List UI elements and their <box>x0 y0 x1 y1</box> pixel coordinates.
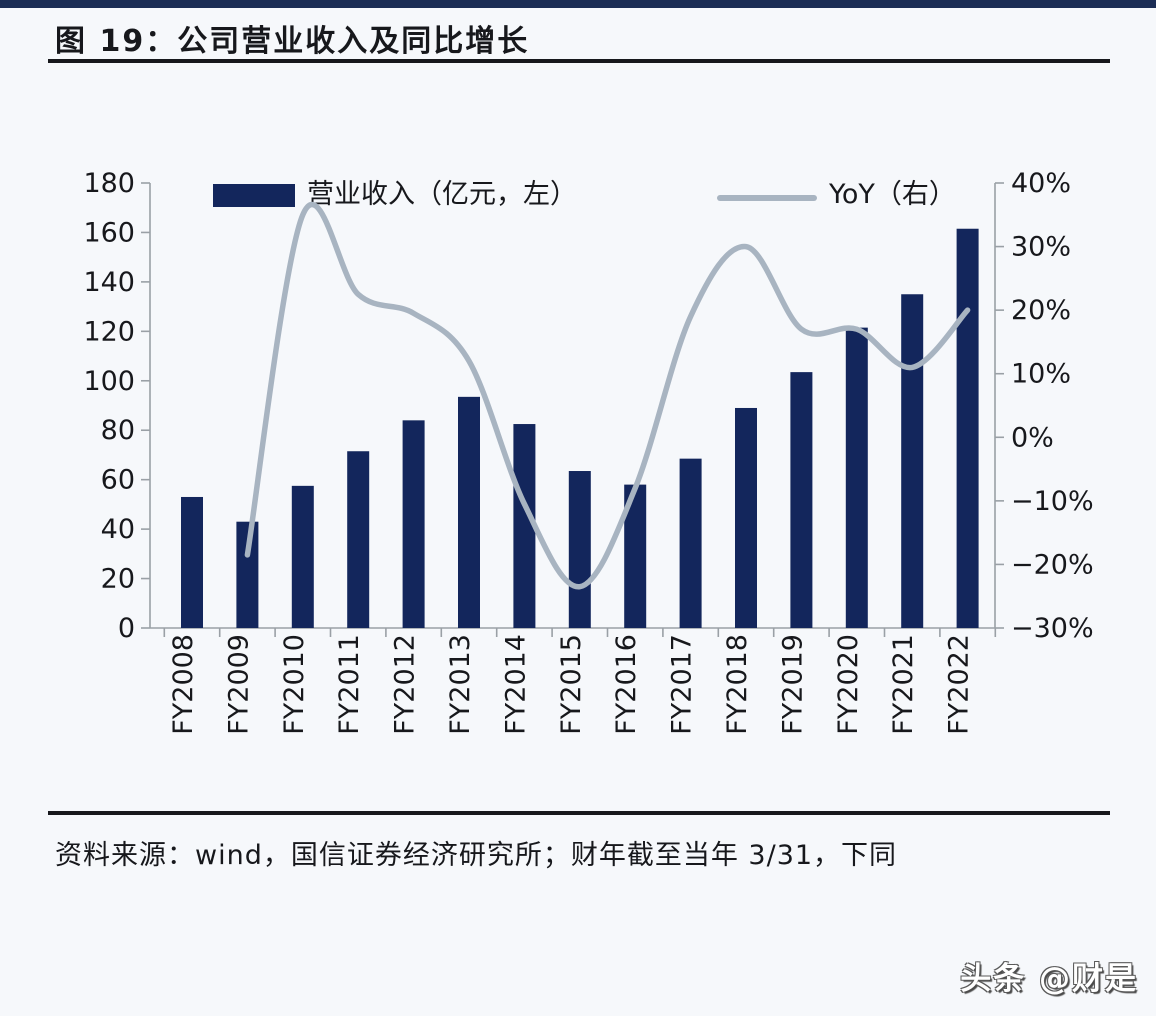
chart-legend: 营业收入（亿元，左） YoY（右） <box>0 172 1156 216</box>
x-axis-category-label: FY2013 <box>445 634 476 735</box>
x-axis-category-label: FY2017 <box>667 634 698 735</box>
bar-FY2022 <box>956 228 979 628</box>
right-axis-tick-label: −20% <box>1011 549 1094 580</box>
bar-FY2011 <box>347 451 370 628</box>
right-axis-tick-label: 10% <box>1011 359 1071 390</box>
left-axis-tick-label: 20 <box>101 564 135 595</box>
x-axis-category-label: FY2014 <box>500 634 531 735</box>
top-accent-strip <box>0 0 1156 8</box>
legend-revenue-label: 营业收入（亿元，左） <box>307 179 577 210</box>
yoy-line <box>244 201 971 590</box>
left-axis-tick-label: 180 <box>83 168 135 199</box>
x-axis-category-label: FY2015 <box>556 634 587 735</box>
right-axis-tick-label: 40% <box>1011 168 1071 199</box>
source-divider <box>48 811 1110 815</box>
x-axis-category-label: FY2020 <box>833 634 864 735</box>
legend-item-revenue: 营业收入（亿元，左） <box>213 172 577 211</box>
left-axis-tick-label: 140 <box>83 267 135 298</box>
right-axis-tick-label: −10% <box>1011 486 1094 517</box>
left-axis-tick-label: 80 <box>101 415 135 446</box>
left-axis-tick-label: 60 <box>101 465 135 496</box>
page-title: 图 19：公司营业收入及同比增长 <box>55 24 530 59</box>
x-axis-category-label: FY2009 <box>223 634 254 735</box>
bar-FY2018 <box>735 407 757 628</box>
revenue-yoy-chart: 0 20 40 60 80 100 120 140 160 180 −30% −20% −10% 0% 10… <box>83 168 1094 735</box>
title-divider <box>48 59 1110 63</box>
bar-FY2017 <box>679 458 702 628</box>
x-axis-category-label: FY2021 <box>888 634 919 735</box>
x-axis-category-label: FY2008 <box>168 634 199 735</box>
bar-FY2021 <box>901 294 924 628</box>
x-axis-category-label: FY2019 <box>777 634 808 735</box>
left-axis-tick-label: 40 <box>101 514 135 545</box>
x-axis-category-label: FY2012 <box>390 634 421 735</box>
left-axis-tick-label: 100 <box>83 366 135 397</box>
line-swatch-icon <box>717 194 817 201</box>
x-axis-category-label: FY2010 <box>279 634 310 735</box>
right-axis-tick-label: 0% <box>1011 422 1054 453</box>
left-axis-tick-label: 120 <box>83 316 135 347</box>
bar-swatch-icon <box>213 184 295 207</box>
bar-FY2008 <box>181 496 203 628</box>
watermark: 头条 @财是 <box>960 961 1138 997</box>
left-axis-tick-label: 0 <box>118 613 135 644</box>
x-axis-category-label: FY2018 <box>722 634 753 735</box>
bar-FY2015 <box>568 471 591 628</box>
right-axis-tick-label: −30% <box>1011 613 1094 644</box>
bar-FY2020 <box>845 327 868 628</box>
bar-FY2012 <box>402 420 425 628</box>
source-note: 资料来源：wind，国信证券经济研究所；财年截至当年 3/31，下同 <box>55 840 898 871</box>
x-axis-category-label: FY2011 <box>334 634 365 735</box>
right-axis-tick-label: 30% <box>1011 232 1071 263</box>
right-axis-tick-label: 20% <box>1011 295 1071 326</box>
bar-FY2010 <box>291 485 314 628</box>
legend-yoy-label: YoY（右） <box>829 179 956 210</box>
bar-FY2016 <box>624 484 647 628</box>
legend-item-yoy: YoY（右） <box>717 172 956 211</box>
bar-FY2013 <box>458 396 480 628</box>
left-axis-tick-label: 160 <box>83 217 135 248</box>
bar-FY2019 <box>790 372 813 628</box>
bar-FY2014 <box>513 424 536 628</box>
x-axis-category-label: FY2022 <box>944 634 975 735</box>
x-axis-category-label: FY2016 <box>611 634 642 735</box>
bar-FY2009 <box>236 521 259 628</box>
